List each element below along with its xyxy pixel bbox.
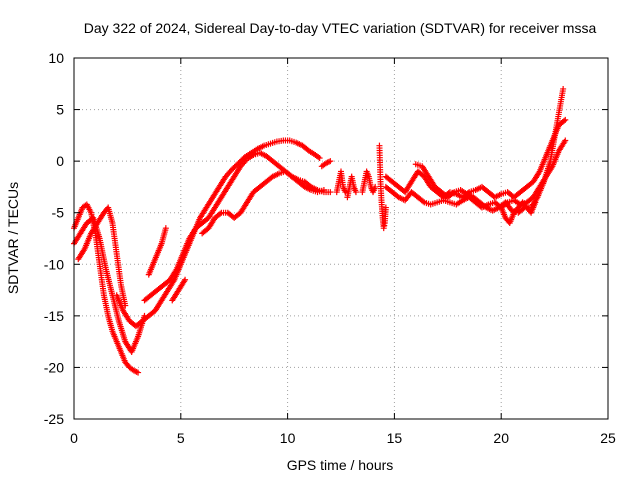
series-track-9 xyxy=(318,158,334,170)
data-point xyxy=(372,183,379,190)
data-point xyxy=(342,189,349,196)
series-track-5 xyxy=(141,149,327,304)
data-point xyxy=(135,369,142,376)
series-track-12 xyxy=(359,168,379,196)
series-track-3 xyxy=(75,204,129,309)
series-track-1 xyxy=(71,201,142,376)
data-points-layer xyxy=(71,85,569,376)
x-tick-label: 10 xyxy=(280,430,296,446)
data-point xyxy=(352,189,359,196)
series-track-2 xyxy=(71,214,148,355)
data-point xyxy=(560,117,567,124)
x-tick-label: 25 xyxy=(600,430,616,446)
labels-layer: 0 5 10 15 20 25 -25 -20 -15 -10 -5 0 5 10 xyxy=(44,50,616,446)
x-tick-label: 15 xyxy=(387,430,403,446)
series-track-11 xyxy=(344,173,359,201)
series-track-10 xyxy=(333,168,349,196)
x-tick-label: 0 xyxy=(70,430,78,446)
ticks-layer xyxy=(73,57,609,420)
y-tick-label: 0 xyxy=(56,153,64,169)
grid-layer xyxy=(74,58,608,419)
data-point xyxy=(507,206,514,213)
data-point xyxy=(562,116,569,123)
series-track-8 xyxy=(169,276,189,304)
chart-title: Day 322 of 2024, Sidereal Day-to-day VTE… xyxy=(84,20,597,36)
series-track-7 xyxy=(145,225,169,278)
y-tick-label: -5 xyxy=(52,205,65,221)
x-axis-label: GPS time / hours xyxy=(287,457,394,473)
data-point xyxy=(182,276,189,283)
y-tick-label: -10 xyxy=(44,256,64,272)
series-track-13 xyxy=(376,142,389,232)
data-point xyxy=(420,198,427,205)
y-tick-label: 10 xyxy=(48,50,64,66)
y-tick-label: -20 xyxy=(44,359,64,375)
y-axis-label: SDTVAR / TECUs xyxy=(5,182,21,294)
data-point xyxy=(162,225,169,232)
data-point xyxy=(449,190,456,197)
x-tick-label: 20 xyxy=(493,430,509,446)
data-point xyxy=(327,158,334,165)
y-tick-label: -25 xyxy=(44,411,64,427)
x-tick-label: 5 xyxy=(177,430,185,446)
y-tick-label: 5 xyxy=(56,102,64,118)
data-point xyxy=(382,204,389,211)
data-point xyxy=(560,85,567,92)
data-point xyxy=(327,189,334,196)
data-point xyxy=(532,199,539,206)
data-point xyxy=(316,155,323,162)
series-track-16 xyxy=(412,85,567,216)
data-point xyxy=(217,210,224,217)
data-point xyxy=(562,137,569,144)
plot-frame xyxy=(73,57,609,420)
series-track-6 xyxy=(199,168,334,237)
series-track-17 xyxy=(498,199,539,227)
y-tick-label: -15 xyxy=(44,308,64,324)
